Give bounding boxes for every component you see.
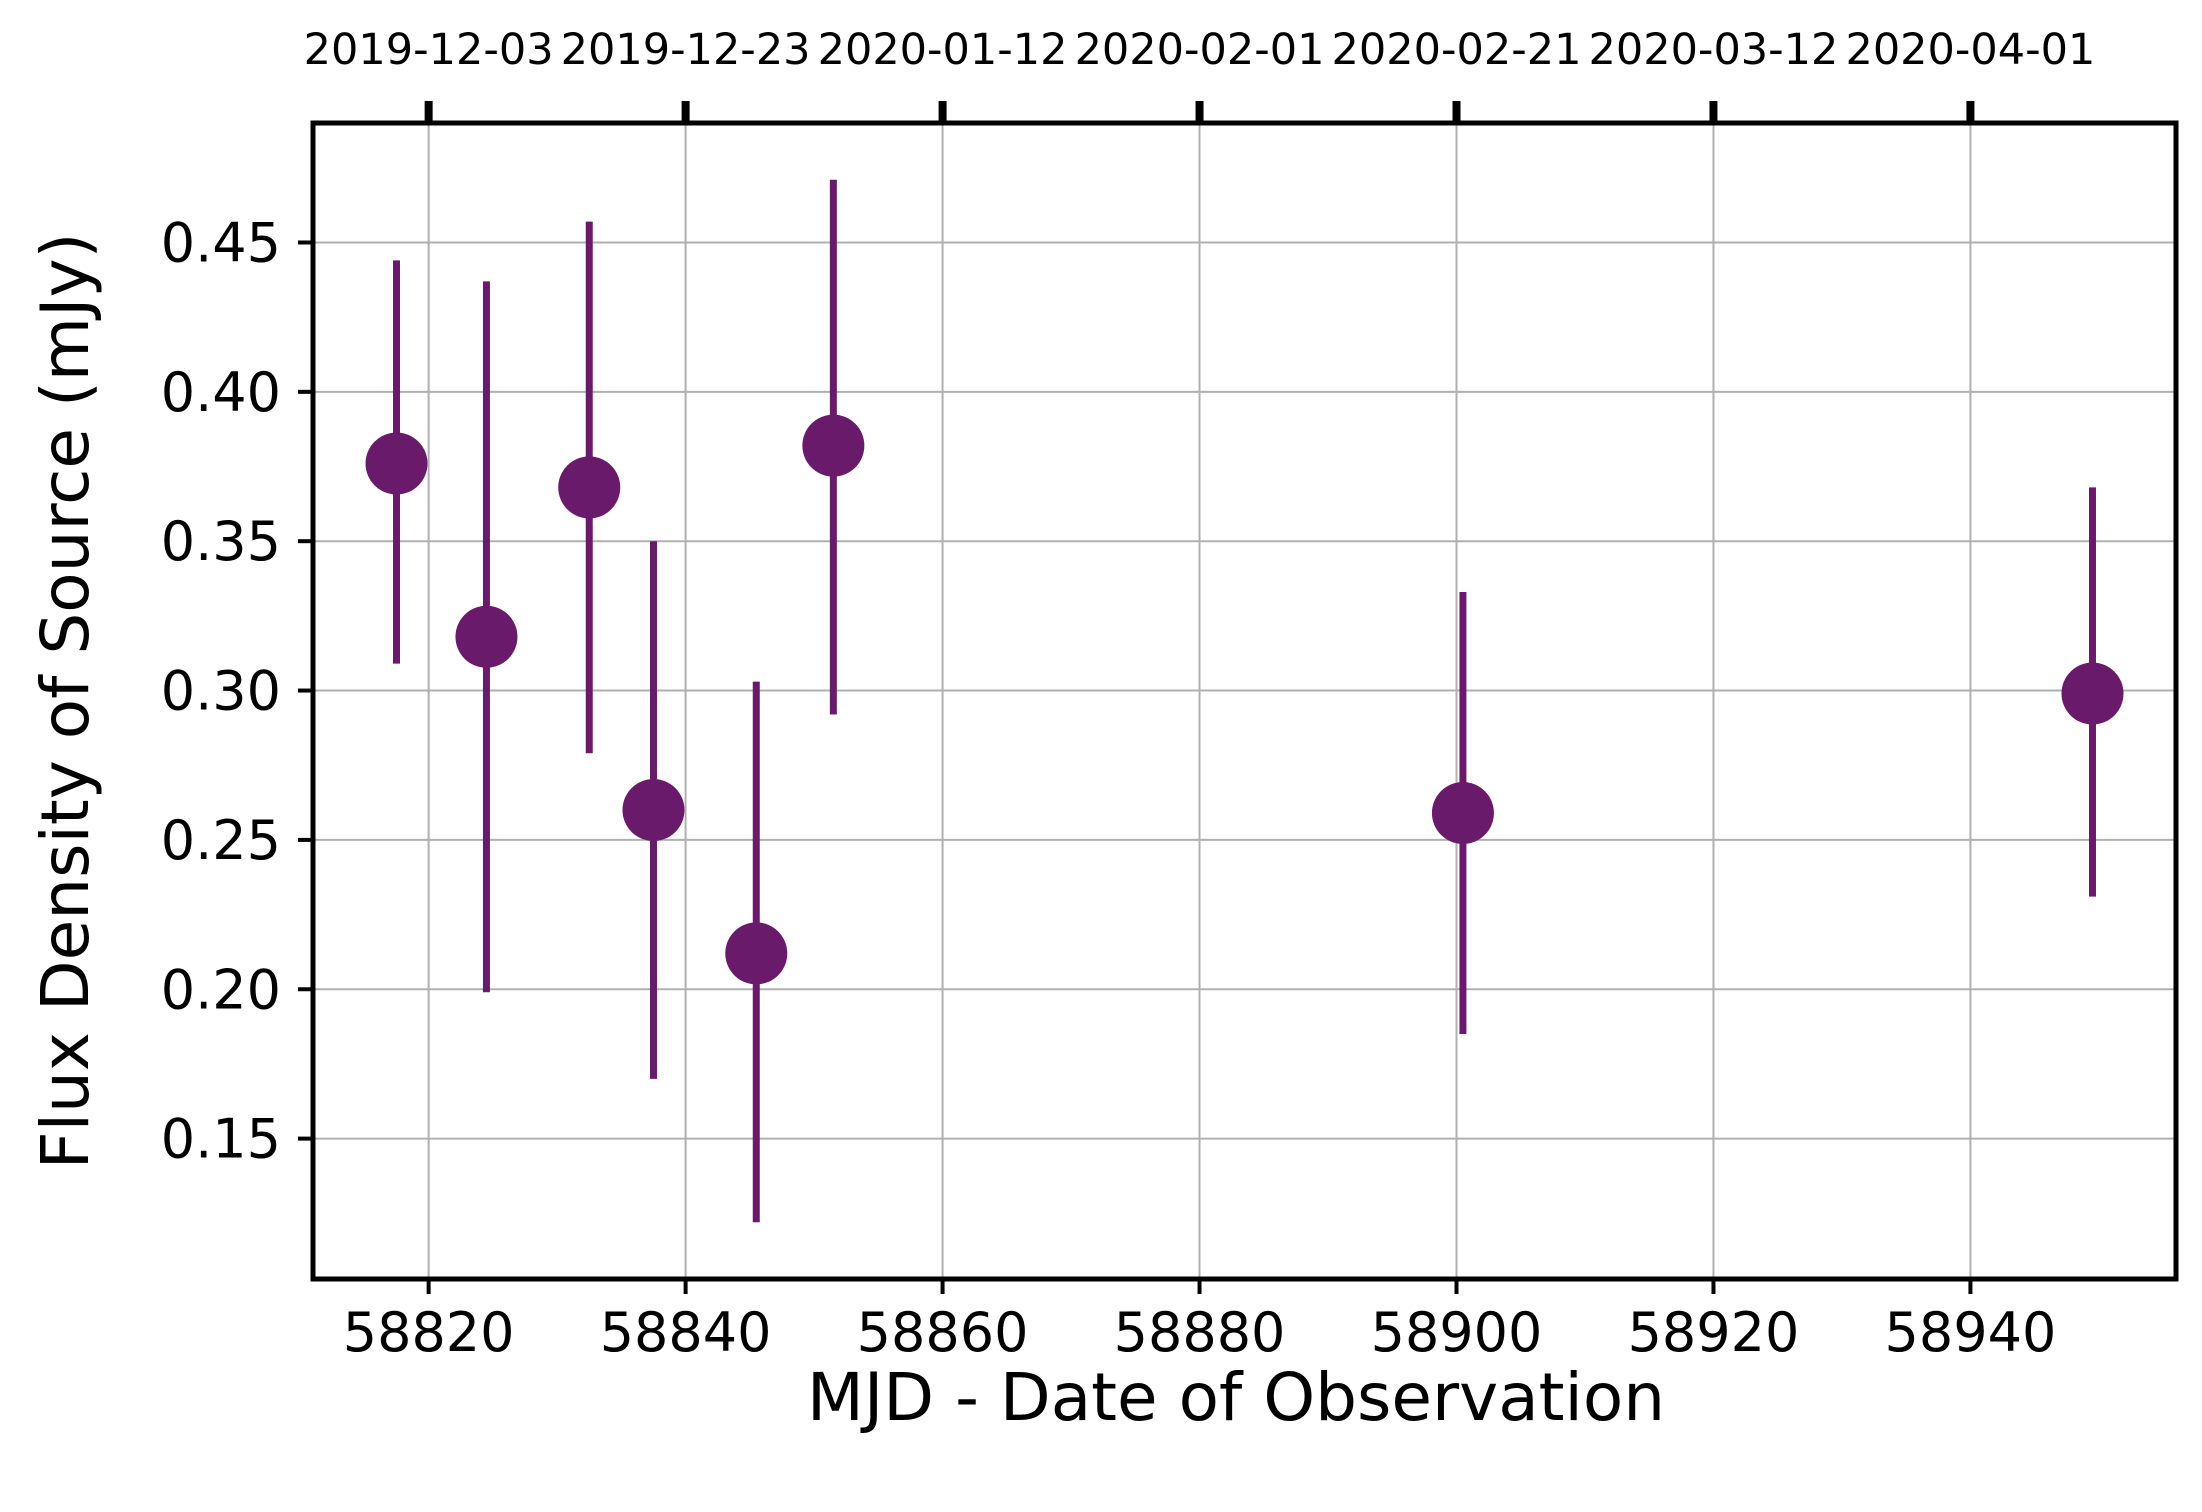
axis-ticks: 58820 58840 58860 58880 58900 58920 58940 0.15 0… (161, 25, 2096, 1364)
data-point (622, 779, 685, 842)
x-axis-title: MJD - Date of Observation (807, 1359, 1665, 1436)
y-axis-title: Flux Density of Source (mJy) (27, 233, 104, 1170)
x-tick-label: 58840 (600, 1301, 772, 1364)
x-tick-label: 58880 (1114, 1301, 1286, 1364)
top-tick-label: 2020-02-01 (1075, 25, 1325, 75)
top-tick-label: 2020-02-21 (1332, 25, 1582, 75)
data-point (725, 922, 788, 985)
y-tick-label: 0.30 (161, 660, 281, 723)
y-tick-label: 0.25 (161, 809, 281, 872)
x-tick-label: 58900 (1371, 1301, 1543, 1364)
data-point (558, 456, 621, 519)
data-point (2061, 662, 2124, 725)
plot-frame (310, 120, 2179, 1282)
top-tick-label: 2019-12-03 (304, 25, 554, 75)
y-tick-label: 0.15 (161, 1108, 281, 1171)
top-tick-label: 2020-01-12 (818, 25, 1068, 75)
top-tick-label: 2020-04-01 (1845, 25, 2095, 75)
top-tick-label: 2020-03-12 (1589, 25, 1839, 75)
x-tick-label: 58820 (343, 1301, 515, 1364)
top-tick-label: 2019-12-23 (561, 25, 811, 75)
x-tick-label: 58920 (1628, 1301, 1800, 1364)
y-tick-label: 0.20 (161, 958, 281, 1021)
data-point (802, 414, 865, 477)
data-point (455, 605, 518, 668)
y-tick-label: 0.45 (161, 211, 281, 274)
x-tick-label: 58860 (857, 1301, 1029, 1364)
x-tick-label: 58940 (1885, 1301, 2057, 1364)
data-point (365, 432, 428, 495)
y-tick-label: 0.40 (161, 361, 281, 424)
y-tick-label: 0.35 (161, 510, 281, 573)
data-points (365, 179, 2124, 1223)
grid (313, 123, 2176, 1279)
data-point (1431, 782, 1494, 845)
